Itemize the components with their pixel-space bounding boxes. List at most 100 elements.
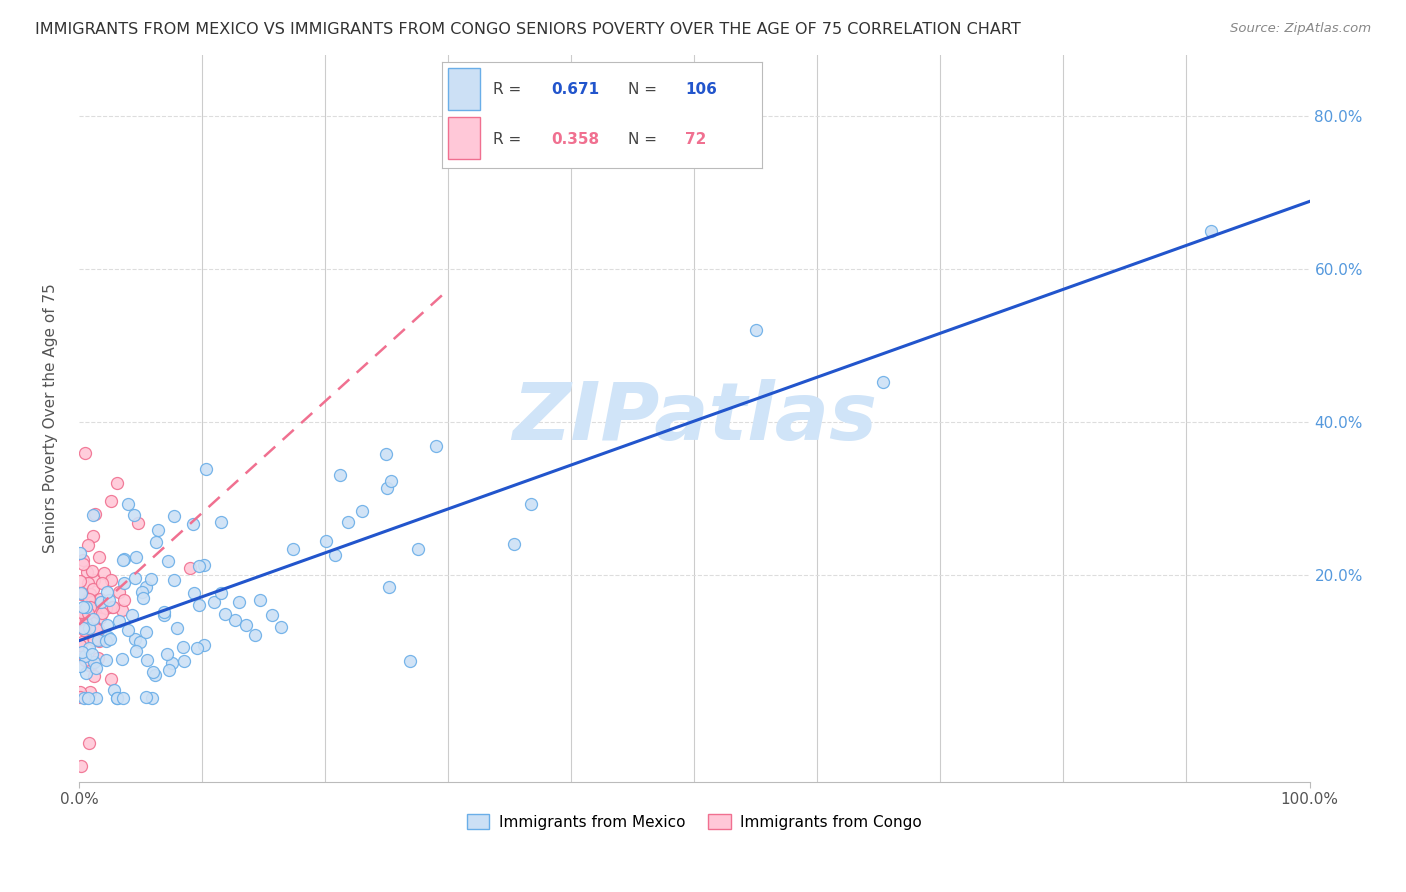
Point xyxy=(83,655,105,669)
Point xyxy=(75,611,97,625)
Point xyxy=(128,635,150,649)
Point xyxy=(100,672,122,686)
Point xyxy=(872,376,894,390)
Point xyxy=(87,633,110,648)
Legend: Immigrants from Mexico, Immigrants from Congo: Immigrants from Mexico, Immigrants from … xyxy=(460,807,928,836)
Point xyxy=(82,595,104,609)
Point xyxy=(163,509,186,524)
Point xyxy=(83,669,105,683)
Point xyxy=(142,665,165,679)
Point xyxy=(745,323,768,337)
Point xyxy=(315,534,337,549)
Point xyxy=(75,615,97,630)
Point xyxy=(350,504,373,518)
Point xyxy=(125,644,148,658)
Point xyxy=(209,586,232,600)
Point xyxy=(131,585,153,599)
Point xyxy=(72,557,94,571)
Point xyxy=(110,603,132,617)
Point xyxy=(135,690,157,705)
Point xyxy=(76,575,98,590)
Point xyxy=(399,654,422,668)
Point xyxy=(82,582,104,597)
Point xyxy=(70,645,93,659)
Point xyxy=(75,665,97,680)
Point xyxy=(84,507,107,521)
Point xyxy=(77,621,100,635)
Point xyxy=(98,592,121,607)
Point xyxy=(73,623,96,637)
Point xyxy=(136,652,159,666)
Point xyxy=(107,584,129,599)
Point xyxy=(80,657,103,672)
Point xyxy=(160,656,183,670)
Point xyxy=(84,690,107,705)
Point xyxy=(202,595,225,609)
Point xyxy=(87,549,110,564)
Point xyxy=(91,600,114,615)
Point xyxy=(166,621,188,635)
Point xyxy=(79,685,101,699)
Point xyxy=(84,623,107,637)
Point xyxy=(69,586,91,600)
Point xyxy=(82,616,104,631)
Point xyxy=(173,654,195,668)
Point xyxy=(72,600,94,615)
Point xyxy=(79,600,101,615)
Point xyxy=(83,574,105,588)
Point xyxy=(157,663,180,677)
Point xyxy=(75,607,97,621)
Point xyxy=(112,690,135,705)
Point xyxy=(82,564,104,578)
Point xyxy=(77,592,100,607)
Point xyxy=(72,621,94,635)
Point xyxy=(329,468,352,483)
Point xyxy=(79,587,101,601)
Point xyxy=(375,481,398,495)
Point xyxy=(73,653,96,667)
Point xyxy=(124,632,146,646)
Text: ZIPatlas: ZIPatlas xyxy=(512,379,877,458)
Point xyxy=(77,600,100,615)
Point xyxy=(75,600,97,615)
Point xyxy=(87,651,110,665)
Point xyxy=(111,553,134,567)
Point xyxy=(121,607,143,622)
Point xyxy=(77,658,100,673)
Point xyxy=(91,576,114,591)
Point xyxy=(183,586,205,600)
Point xyxy=(69,546,91,560)
Point xyxy=(228,595,250,609)
Point xyxy=(235,617,257,632)
Point xyxy=(75,621,97,635)
Point xyxy=(69,658,91,673)
Point xyxy=(406,541,429,556)
Point xyxy=(112,592,135,607)
Point xyxy=(143,668,166,682)
Point xyxy=(76,591,98,606)
Point xyxy=(209,516,232,530)
Point xyxy=(260,607,283,622)
Point xyxy=(83,632,105,647)
Point xyxy=(89,633,111,648)
Point xyxy=(125,550,148,565)
Point xyxy=(69,587,91,601)
Point xyxy=(124,571,146,585)
Point xyxy=(1199,224,1222,238)
Point xyxy=(73,446,96,460)
Point xyxy=(187,559,209,574)
Point xyxy=(96,653,118,667)
Point xyxy=(76,565,98,579)
Point xyxy=(117,623,139,637)
Point xyxy=(70,615,93,629)
Point xyxy=(82,612,104,626)
Point xyxy=(70,649,93,664)
Point xyxy=(98,632,121,646)
Point xyxy=(101,600,124,615)
Point xyxy=(188,598,211,612)
Point xyxy=(69,638,91,652)
Point xyxy=(156,648,179,662)
Point xyxy=(117,497,139,511)
Point xyxy=(179,561,201,575)
Point xyxy=(112,575,135,590)
